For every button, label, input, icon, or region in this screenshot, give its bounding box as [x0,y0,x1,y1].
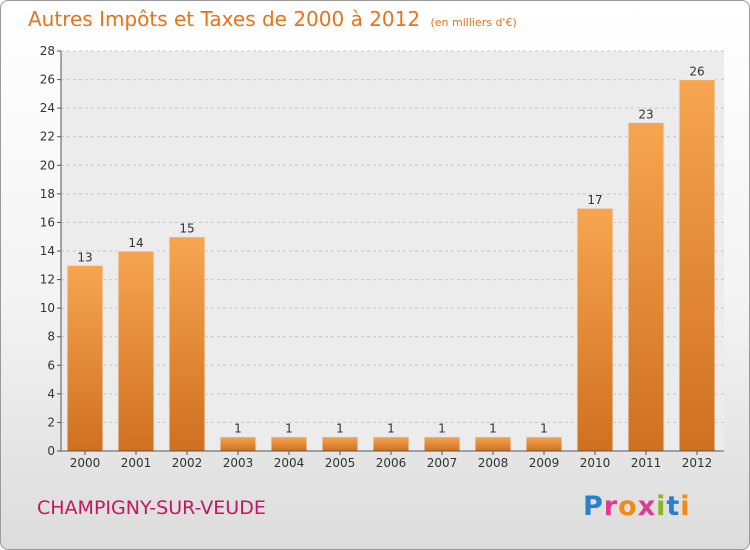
bar-value-label: 15 [179,222,194,236]
x-tick-label: 2000 [70,456,101,470]
y-tick-label: 6 [47,358,55,372]
bar-2004 [270,436,308,452]
logo-letter: i [656,491,667,522]
y-tick-label: 14 [40,244,55,258]
y-tick-label: 20 [40,158,55,172]
x-tick-label: 2009 [529,456,560,470]
bar-value-label: 1 [387,422,395,436]
x-tick-label: 2011 [631,456,662,470]
bar-2000 [66,264,104,452]
bar-value-label: 1 [438,422,446,436]
logo-letter: x [637,491,657,522]
y-tick-label: 28 [40,44,55,58]
bar-2009 [525,436,563,452]
logo-letter: r [603,491,619,522]
bar-value-label: 26 [689,65,704,79]
bar-2001 [117,250,155,452]
bar-value-label: 13 [77,250,92,264]
y-tick-label: 10 [40,301,55,315]
x-tick-label: 2002 [172,456,203,470]
bar-2005 [321,436,359,452]
bar-2012 [678,79,716,452]
x-tick-label: 2004 [274,456,305,470]
y-tick-label: 22 [40,130,55,144]
commune-name: CHAMPIGNY-SUR-VEUDE [37,497,266,519]
x-tick-label: 2008 [478,456,509,470]
bar-2006 [372,436,410,452]
y-tick-label: 18 [40,187,55,201]
bar-value-label: 1 [336,422,344,436]
y-tick-label: 16 [40,215,55,229]
bar-2010 [576,207,614,452]
bar-value-label: 23 [638,107,653,121]
y-tick-label: 8 [47,330,55,344]
logo-letter: P [583,491,604,522]
y-tick-label: 26 [40,73,55,87]
chart-subtitle: (en milliers d'€) [430,16,517,29]
y-tick-label: 24 [40,101,55,115]
x-tick-label: 2005 [325,456,356,470]
bar-value-label: 1 [540,422,548,436]
logo-letter: i [680,491,691,522]
y-tick-label: 2 [47,415,55,429]
logo-letter: o [618,491,638,522]
y-tick-label: 12 [40,273,55,287]
bar-value-label: 1 [489,422,497,436]
x-tick-label: 2010 [580,456,611,470]
x-tick-label: 2007 [427,456,458,470]
bar-2002 [168,236,206,452]
x-tick-label: 2003 [223,456,254,470]
x-tick-label: 2006 [376,456,407,470]
x-tick-label: 2012 [682,456,713,470]
bar-2008 [474,436,512,452]
chart-title-block: Autres Impôts et Taxes de 2000 à 2012 (e… [28,7,517,31]
y-tick-label: 4 [47,387,55,401]
bar-value-label: 17 [587,193,602,207]
bar-2007 [423,436,461,452]
y-tick-label: 0 [47,444,55,458]
logo-letter: t [666,491,681,522]
bar-value-label: 1 [285,422,293,436]
bar-value-label: 14 [128,236,143,250]
chart-title: Autres Impôts et Taxes de 2000 à 2012 [28,7,421,31]
bar-2003 [219,436,257,452]
proxiti-logo: Proxiti [583,491,691,522]
x-tick-label: 2001 [121,456,152,470]
bar-2011 [627,121,665,452]
bar-value-label: 1 [234,422,242,436]
